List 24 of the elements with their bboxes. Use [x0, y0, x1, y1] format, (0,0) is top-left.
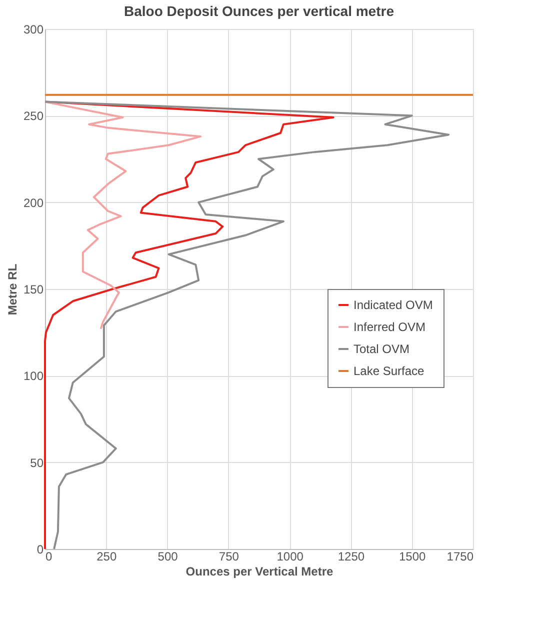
x-axis-title: Ounces per Vertical Metre [186, 564, 334, 578]
line-series [44, 100, 202, 330]
x-tick-label: 1500 [399, 550, 426, 564]
x-tick-label: 500 [158, 550, 178, 564]
x-tick-label: 0 [46, 550, 52, 564]
x-tick-label: 1250 [338, 550, 365, 564]
y-tick-label: 200 [23, 196, 44, 210]
x-tick-label: 750 [218, 550, 240, 564]
legend-label: Indicated OVM [353, 298, 433, 312]
y-tick-label: 150 [23, 282, 44, 296]
legend-label: Total OVM [353, 342, 410, 356]
chart-title: Baloo Deposit Ounces per vertical metre [124, 3, 394, 19]
y-axis-title: Metre RL [5, 264, 20, 316]
x-tick-label: 1750 [446, 550, 474, 564]
line-series [44, 100, 450, 550]
legend-label: Lake Surface [353, 364, 425, 378]
y-tick-label: 300 [23, 22, 44, 36]
x-tick-label: 250 [96, 550, 117, 564]
y-tick-label: 250 [23, 109, 44, 124]
legend-label: Inferred OVM [353, 320, 426, 334]
y-tick-label: 100 [23, 369, 44, 384]
x-tick-label: 1000 [276, 550, 304, 564]
line-series [44, 100, 334, 550]
y-tick-label: 50 [30, 456, 44, 470]
